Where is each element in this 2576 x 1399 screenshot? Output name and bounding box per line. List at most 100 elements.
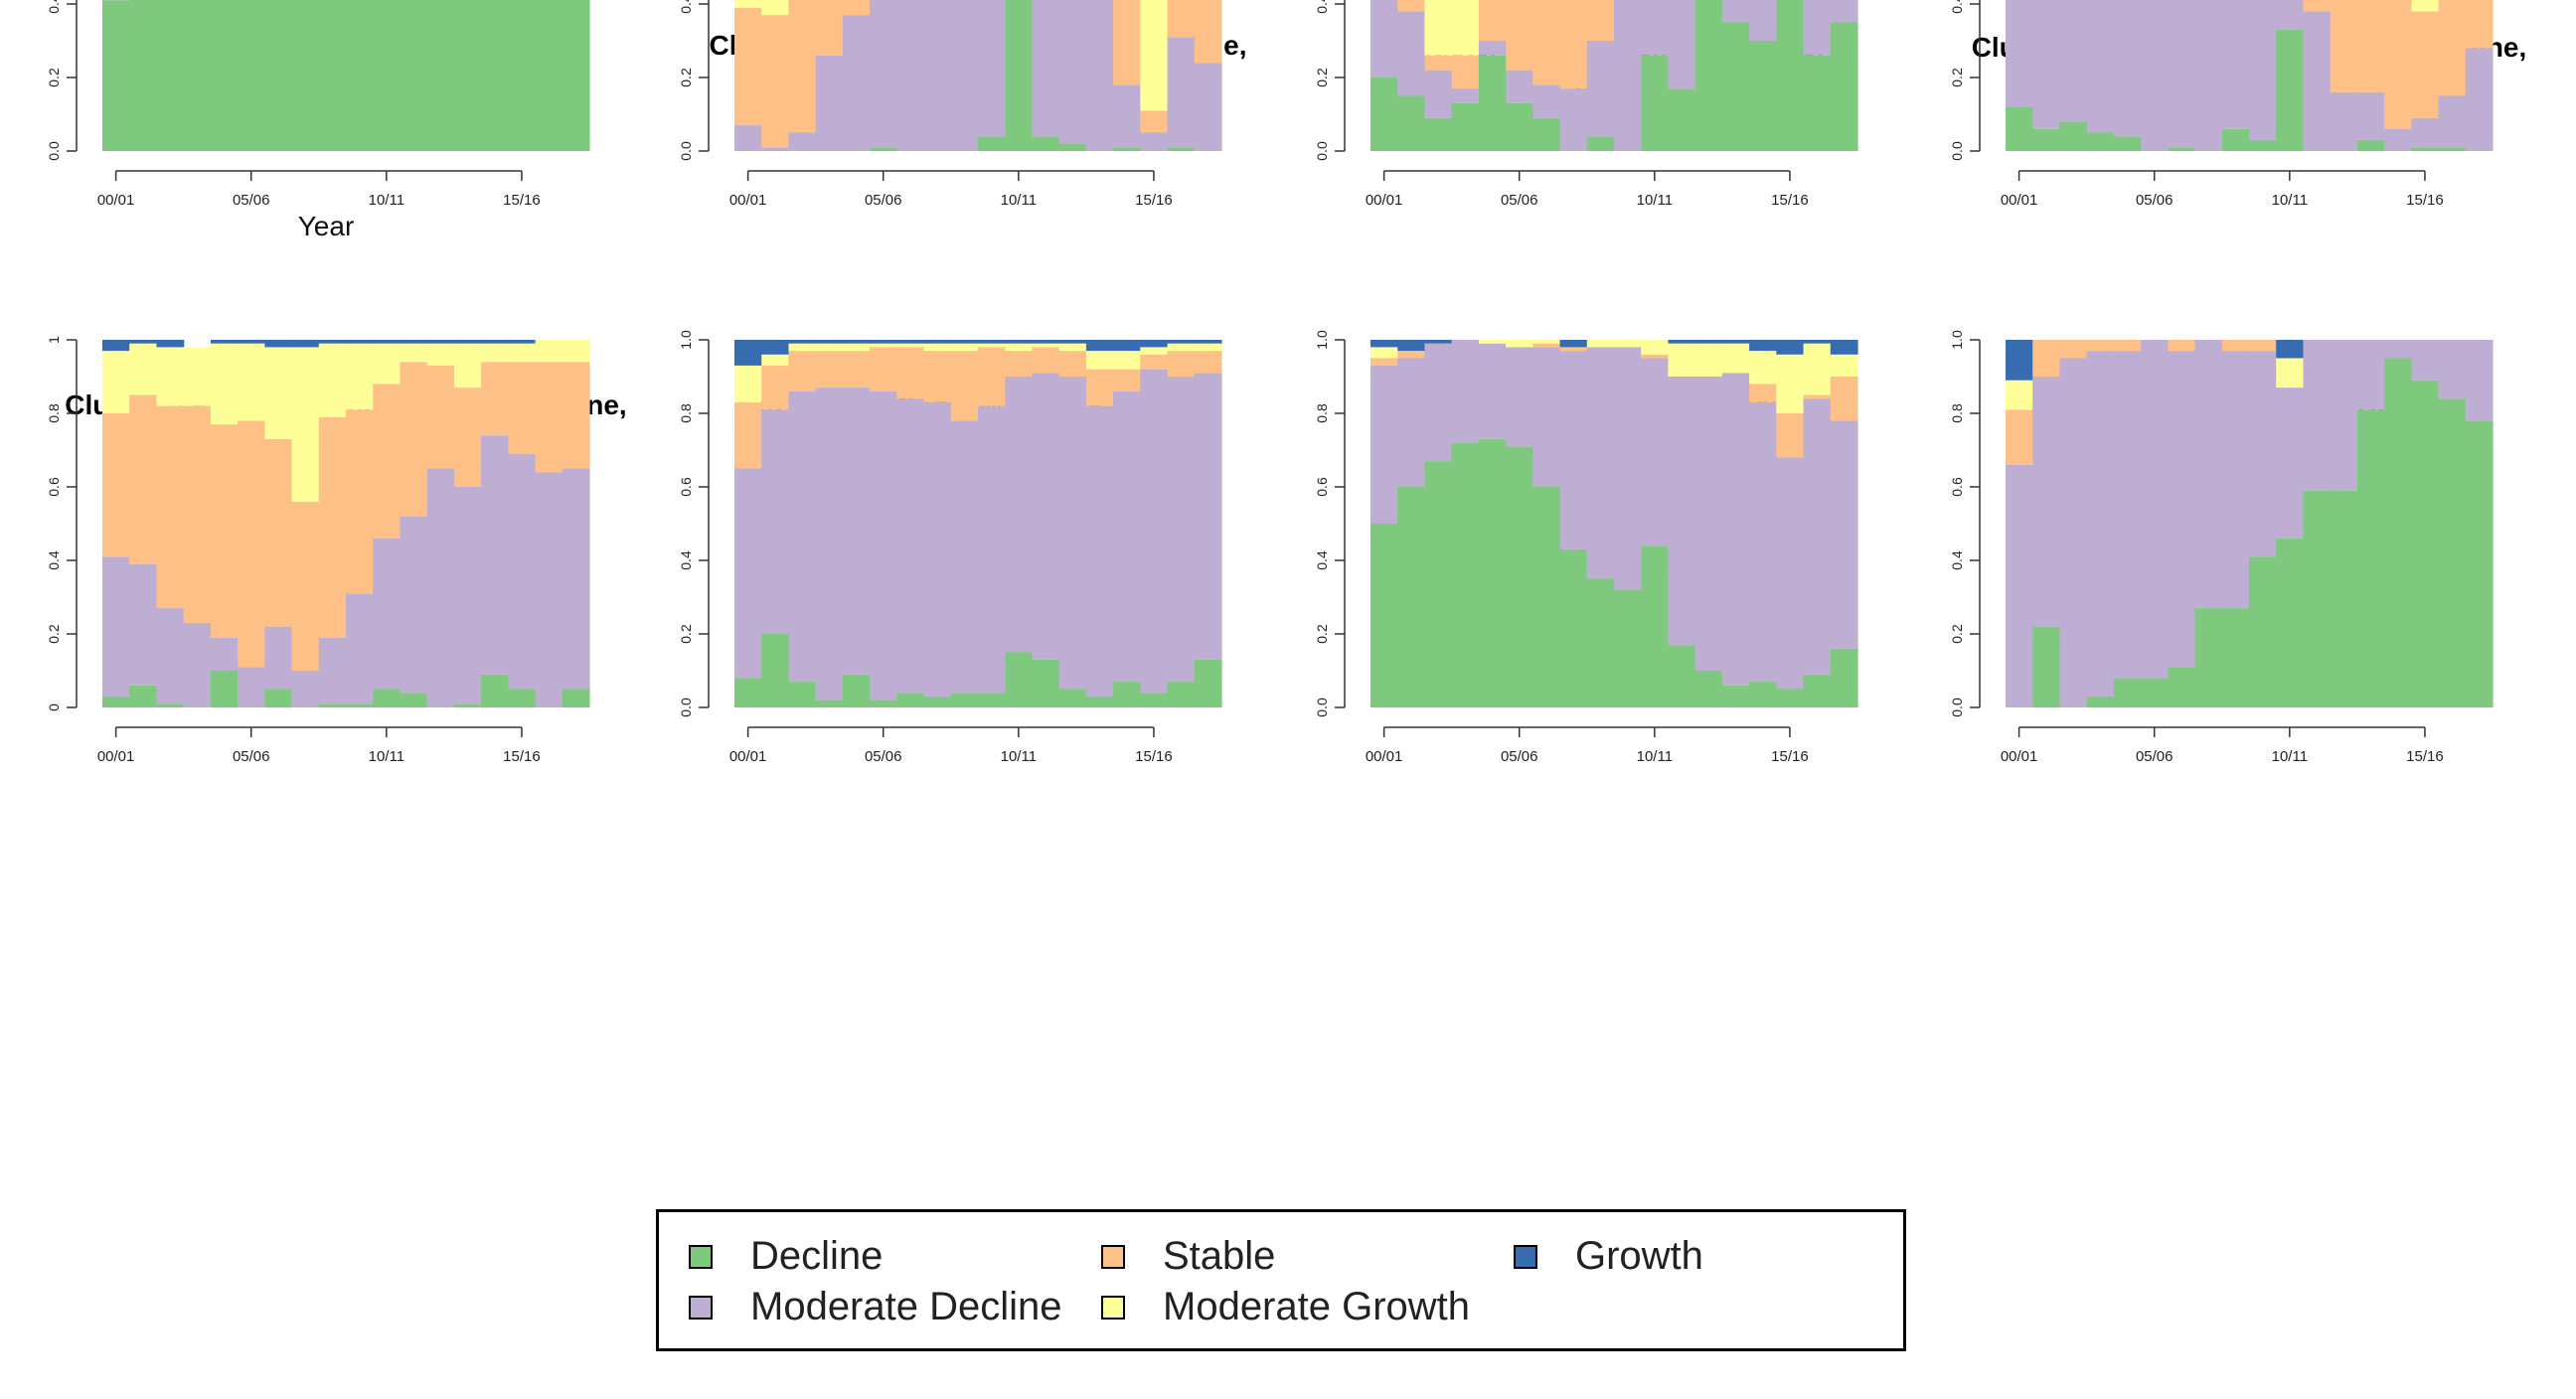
chart-8-bar-decline-2: [2032, 626, 2061, 707]
chart-7-bar-decline-9: [1586, 578, 1615, 707]
chart-8-bar-stable-4: [2086, 340, 2115, 352]
chart-7-bar-decline-2: [1397, 487, 1426, 707]
chart-4-bar-moderate-decline-2: [2032, 0, 2061, 129]
chart-4-bar-moderate-decline-8: [2194, 0, 2223, 151]
chart-1-y-tick-label-1: 0.2: [46, 68, 62, 87]
chart-7-bar-moderate-decline-1: [1370, 365, 1398, 524]
chart-7-bar-decline-16: [1776, 689, 1805, 707]
chart-8-bar-moderate-decline-3: [2059, 358, 2088, 707]
chart-1-bar-decline-6: [238, 0, 265, 151]
chart-6-bar-stable-6: [870, 347, 897, 391]
chart-7-bar-moderate-growth-14: [1721, 343, 1750, 374]
chart-2-bar-moderate-growth-16: [1140, 0, 1169, 111]
chart-5-bar-stable-6: [238, 420, 265, 668]
chart-7-bar-growth-13: [1694, 340, 1723, 344]
chart-7-bar-moderate-decline-14: [1721, 373, 1750, 686]
chart-5-bar-moderate-growth-5: [210, 343, 239, 425]
chart-1-bar-decline-15: [481, 0, 509, 151]
chart-5-bar-decline-3: [156, 703, 185, 707]
chart-6-bar-moderate-growth-14: [1085, 351, 1114, 370]
chart-3-bar-decline-2: [1397, 95, 1426, 151]
chart-2-bar-moderate-decline-12: [1032, 0, 1060, 137]
chart-7-bar-moderate-decline-3: [1424, 343, 1453, 462]
chart-7-bar-moderate-growth-17: [1803, 343, 1832, 395]
chart-5-bar-growth-16: [508, 340, 537, 344]
chart-5-bar-decline-1: [102, 696, 130, 707]
chart-7-bar-decline-8: [1559, 548, 1588, 707]
chart-1-bar-decline-5: [210, 0, 239, 151]
chart-3-bar-decline-14: [1721, 22, 1750, 151]
chart-2-bar-moderate-decline-16: [1140, 132, 1169, 151]
chart-6-bar-decline-13: [1058, 689, 1087, 707]
chart-6-bar-stable-17: [1167, 351, 1196, 377]
chart-3-bar-moderate-decline-14: [1721, 0, 1750, 23]
chart-2-y-tick-label-1: 0.2: [678, 68, 694, 87]
chart-5-bar-decline-2: [129, 685, 158, 707]
chart-2-bar-moderate-decline-18: [1194, 63, 1222, 152]
chart-6-bar-decline-8: [923, 696, 952, 707]
chart-8-bar-moderate-decline-16: [2411, 340, 2440, 381]
chart-6-bar-moderate-decline-4: [815, 388, 844, 700]
chart-2-bar-moderate-growth-2: [761, 0, 790, 16]
chart-1-x-tick-label-1: 05/06: [233, 192, 270, 209]
chart-7-bar-stable-1: [1370, 358, 1398, 366]
chart-1-bar-decline-10: [346, 0, 374, 151]
chart-7-bar-decline-17: [1803, 674, 1832, 707]
chart-6-bar-moderate-growth-16: [1140, 347, 1169, 355]
chart-2-bar-stable-18: [1194, 0, 1222, 64]
chart-3-bar-decline-7: [1532, 117, 1561, 151]
chart-6-y-tick-label-1: 0.2: [678, 624, 694, 644]
chart-3-bar-moderate-decline-18: [1830, 0, 1858, 23]
chart-7-bar-moderate-decline-17: [1803, 398, 1832, 675]
chart-6-bar-growth-8: [923, 340, 952, 344]
chart-5-bar-decline-12: [400, 693, 428, 707]
chart-5-bar-moderate-growth-16: [508, 343, 537, 363]
chart-1-bar-decline-7: [264, 0, 293, 151]
chart-5-bar-moderate-decline-18: [562, 468, 590, 690]
chart-2-bar-stable-15: [1113, 0, 1141, 85]
chart-3-bar-decline-15: [1749, 41, 1777, 151]
chart-3-bar-decline-11: [1641, 55, 1670, 151]
chart-7-bar-decline-10: [1614, 589, 1642, 707]
chart-6-bar-growth-17: [1167, 340, 1196, 344]
chart-6-y-tick-label-2: 0.4: [678, 550, 694, 570]
legend-swatch-decline: [689, 1244, 713, 1269]
chart-5-y-tick-label-5: 1: [46, 336, 62, 344]
chart-8-y-tick-label-4: 0.8: [1949, 403, 1965, 423]
chart-4-x-tick-label-1: 05/06: [2136, 192, 2174, 209]
chart-5-bar-stable-3: [156, 405, 185, 609]
legend-swatch-moderate-decline: [689, 1295, 713, 1320]
chart-7-bar-moderate-growth-6: [1506, 340, 1533, 348]
chart-4-bar-decline-10: [2249, 139, 2277, 151]
chart-4-bar-moderate-decline-11: [2276, 0, 2305, 30]
chart-5-bar-decline-18: [562, 689, 590, 707]
chart-4-bar-stable-15: [2384, 0, 2412, 129]
chart-7-bar-moderate-growth-12: [1668, 343, 1696, 377]
chart-8-x-tick-label-0: 00/01: [2001, 748, 2038, 765]
chart-5-y-tick-label-3: 0.6: [46, 477, 62, 497]
chart-6-bar-stable-18: [1194, 351, 1222, 374]
chart-8-bar-moderate-decline-11: [2276, 388, 2305, 539]
chart-6-bar-growth-6: [870, 340, 897, 344]
chart-4-bar-moderate-growth-16: [2411, 0, 2440, 12]
chart-5-bar-stable-17: [535, 362, 564, 473]
chart-5-bar-moderate-decline-9: [318, 637, 347, 704]
chart-8-bar-moderate-decline-18: [2465, 340, 2494, 421]
chart-6-bar-moderate-decline-9: [950, 420, 979, 694]
chart-3-bar-moderate-decline-3: [1424, 70, 1453, 118]
chart-8-y-tick-label-1: 0.2: [1949, 624, 1965, 644]
chart-4-bar-moderate-decline-18: [2465, 48, 2494, 151]
chart-8-y-tick-label-2: 0.4: [1949, 550, 1965, 570]
chart-1-bar-decline-13: [426, 0, 455, 152]
chart-7-bar-moderate-decline-4: [1451, 340, 1480, 443]
chart-6-bar-stable-1: [734, 401, 762, 469]
chart-7-bar-growth-2: [1397, 340, 1426, 352]
chart-1-bar-decline-2: [129, 0, 158, 151]
chart-2-bar-stable-3: [788, 0, 817, 133]
chart-1-y-tick-label-0: 0.0: [46, 141, 62, 161]
chart-6-bar-moderate-growth-3: [788, 343, 817, 352]
chart-8-bar-decline-16: [2411, 380, 2440, 707]
chart-2-bar-stable-2: [761, 15, 790, 148]
chart-3-bar-stable-6: [1506, 0, 1533, 71]
chart-5-bar-stable-5: [210, 424, 239, 638]
